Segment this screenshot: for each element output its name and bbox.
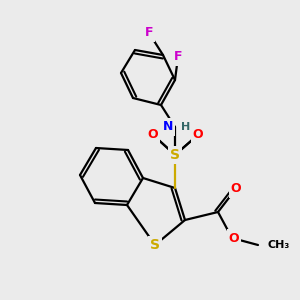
Text: F: F — [174, 50, 182, 64]
Text: H: H — [181, 122, 190, 132]
Text: O: O — [148, 128, 158, 142]
Text: CH₃: CH₃ — [268, 240, 290, 250]
Text: F: F — [145, 26, 153, 40]
Text: S: S — [170, 148, 180, 162]
Text: O: O — [229, 232, 239, 244]
Text: O: O — [231, 182, 241, 196]
Text: S: S — [150, 238, 160, 252]
Text: N: N — [163, 121, 173, 134]
Text: O: O — [193, 128, 203, 142]
